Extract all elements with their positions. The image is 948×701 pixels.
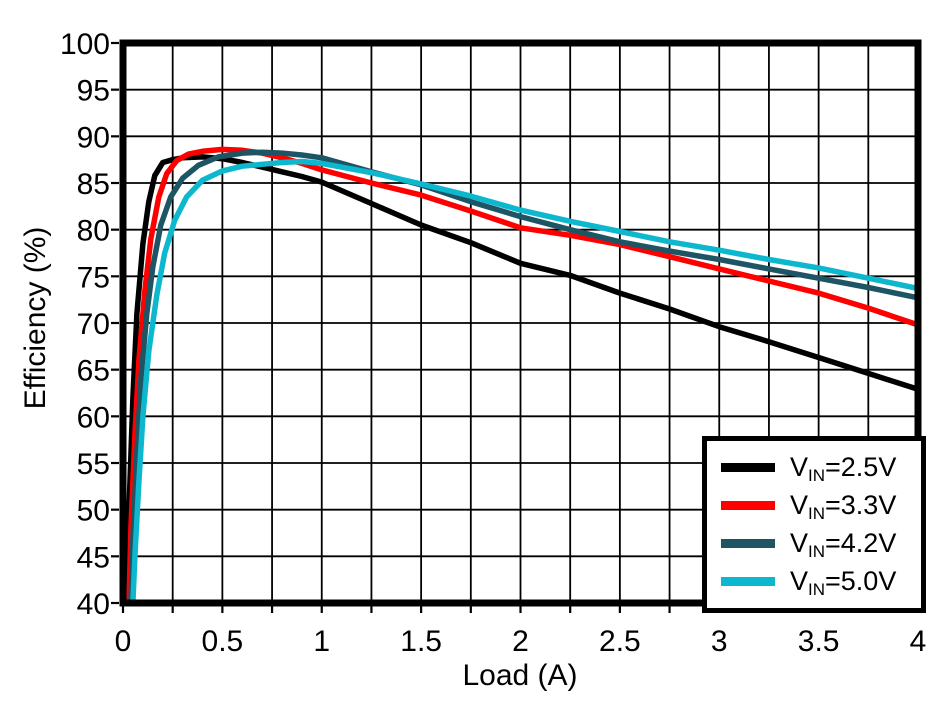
legend-swatch [721, 463, 775, 473]
legend-label: VIN=3.3V [790, 490, 897, 524]
x-tick-label: 1.5 [400, 625, 442, 658]
x-tick-label: 3 [711, 625, 728, 658]
x-tick-label: 3.5 [798, 625, 840, 658]
x-tick-label: 2 [512, 625, 529, 658]
y-tick-label: 65 [77, 355, 110, 388]
legend-item: VIN=4.2V [721, 527, 921, 561]
y-tick-label: 45 [77, 541, 110, 574]
y-tick-label: 95 [77, 75, 110, 108]
legend-swatch [721, 538, 775, 548]
y-tick-label: 55 [77, 448, 110, 481]
x-tick-label: 2.5 [599, 625, 641, 658]
y-tick-label: 80 [77, 215, 110, 248]
y-tick-label: 90 [77, 121, 110, 154]
y-tick-label: 50 [77, 495, 110, 528]
curve-vin-4-2v [128, 149, 919, 604]
legend-label: VIN=5.0V [790, 565, 897, 599]
curve-vin-2-5v [124, 154, 919, 604]
x-tick-label: 1 [313, 625, 330, 658]
legend-item: VIN=3.3V [721, 490, 921, 524]
legend-label: VIN=4.2V [790, 527, 897, 561]
legend-box: VIN=2.5V VIN=3.3V VIN=4.2V VIN=5.0V [702, 436, 926, 613]
x-tick-label: 0.5 [202, 625, 244, 658]
legend-item: VIN=2.5V [721, 452, 921, 486]
curve-vin-5-0v [130, 158, 919, 604]
x-axis-label: Load (A) [462, 659, 578, 692]
legend-item: VIN=5.0V [721, 565, 921, 599]
y-axis-label: Efficiency (%) [19, 226, 52, 410]
legend-label: VIN=2.5V [790, 452, 897, 486]
y-tick-label: 70 [77, 308, 110, 341]
plot-frame [119, 39, 922, 607]
curve-vin-3-3v [126, 146, 919, 604]
y-tick-label: 60 [77, 401, 110, 434]
x-tick-label: 4 [910, 625, 927, 658]
x-tick-label: 0 [115, 625, 132, 658]
y-tick-label: 100 [60, 28, 110, 61]
legend-swatch [721, 576, 775, 586]
y-tick-label: 85 [77, 168, 110, 201]
y-tick-label: 40 [77, 588, 110, 621]
y-tick-label: 75 [77, 261, 110, 294]
legend-swatch [721, 501, 775, 511]
